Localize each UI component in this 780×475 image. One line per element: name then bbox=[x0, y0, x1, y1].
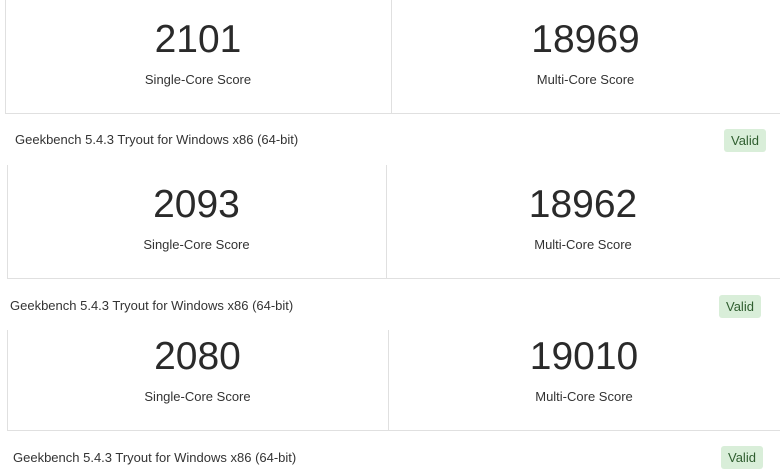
single-core-score: 2080 bbox=[154, 335, 241, 378]
single-core-label: Single-Core Score bbox=[144, 72, 252, 87]
status-badge: Valid bbox=[724, 129, 766, 152]
status-badge: Valid bbox=[719, 295, 761, 318]
multi-core-score: 19010 bbox=[529, 335, 639, 378]
card-divider bbox=[388, 330, 389, 430]
single-core-score: 2093 bbox=[153, 183, 240, 226]
multi-core-label: Multi-Core Score bbox=[536, 72, 635, 87]
multi-core-label: Multi-Core Score bbox=[535, 389, 633, 404]
card-bottom bbox=[7, 278, 780, 279]
multi-core-score: 18962 bbox=[528, 183, 638, 226]
card-divider bbox=[391, 0, 392, 113]
single-core-label: Single-Core Score bbox=[143, 237, 250, 252]
card-border bbox=[5, 0, 6, 113]
card-border bbox=[7, 165, 8, 278]
multi-core-label: Multi-Core Score bbox=[534, 237, 632, 252]
single-core-score: 2101 bbox=[154, 18, 242, 61]
card-bottom bbox=[5, 113, 780, 114]
version-text: Geekbench 5.4.3 Tryout for Windows x86 (… bbox=[13, 450, 297, 465]
card-divider bbox=[386, 165, 387, 278]
status-badge: Valid bbox=[721, 446, 763, 469]
single-core-label: Single-Core Score bbox=[144, 389, 251, 404]
version-text: Geekbench 5.4.3 Tryout for Windows x86 (… bbox=[10, 298, 294, 313]
multi-core-score: 18969 bbox=[531, 18, 640, 61]
card-bottom bbox=[7, 430, 780, 431]
card-border bbox=[7, 330, 8, 430]
version-text: Geekbench 5.4.3 Tryout for Windows x86 (… bbox=[15, 132, 299, 147]
